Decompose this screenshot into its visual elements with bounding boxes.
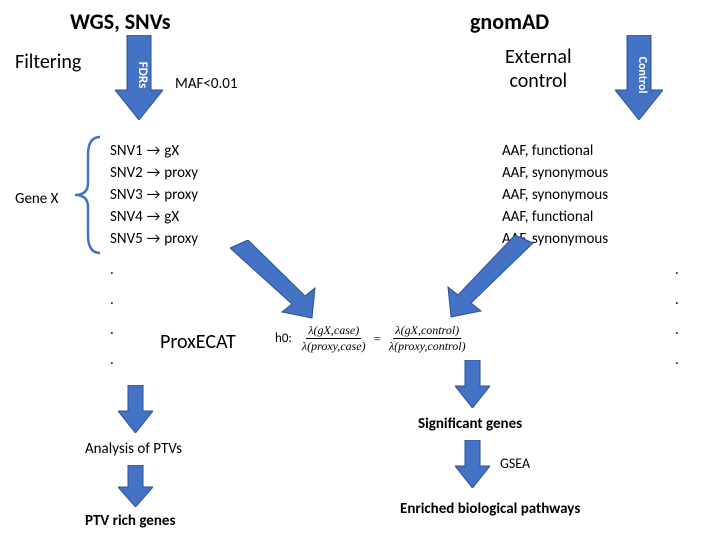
snv-row: SNV3→proxy bbox=[110, 184, 198, 206]
down-arrow-icon bbox=[455, 360, 490, 413]
proxecat-label: ProxECAT bbox=[160, 330, 236, 354]
filtering-label: Filtering bbox=[15, 50, 81, 74]
snv-list: SNV1→gX SNV2→proxy SNV3→proxy SNV4→gX SN… bbox=[110, 140, 198, 250]
h0-label: h0: bbox=[275, 331, 292, 346]
down-arrow-icon bbox=[118, 385, 153, 438]
diag-arrow-left bbox=[230, 240, 320, 325]
fdrs-text: FDRs bbox=[135, 62, 150, 89]
formula: h0: λ(gX,case) λ(proxy,case) = λ(gX,cont… bbox=[275, 323, 468, 354]
enriched-label: Enriched biological pathways bbox=[400, 500, 580, 518]
control-text: Control bbox=[635, 57, 649, 94]
snv-row: SNV1→gX bbox=[110, 140, 198, 162]
gsea-label: GSEA bbox=[500, 455, 530, 472]
analysis-ptv-label: Analysis of PTVs bbox=[85, 440, 182, 458]
aaf-list: AAF, functional AAF, synonymous AAF, syn… bbox=[502, 140, 608, 250]
snv-row: SNV4→gX bbox=[110, 206, 198, 228]
brace-icon bbox=[70, 135, 105, 260]
equals-sign: = bbox=[374, 331, 381, 347]
maf-label: MAF<0.01 bbox=[175, 75, 237, 93]
aaf-row: AAF, synonymous bbox=[502, 162, 608, 184]
sig-genes-label: Significant genes bbox=[418, 415, 522, 433]
heading-gnomad: gnomAD bbox=[470, 8, 549, 35]
diag-arrow-right bbox=[445, 235, 535, 325]
aaf-row: AAF, functional bbox=[502, 140, 608, 162]
fdrs-arrow: FDRs bbox=[115, 35, 163, 125]
dots-right: .... bbox=[675, 255, 679, 375]
snv-row: SNV2→proxy bbox=[110, 162, 198, 184]
down-arrow-icon bbox=[455, 440, 490, 493]
external-line2: control bbox=[509, 69, 567, 93]
heading-wgs: WGS, SNVs bbox=[70, 8, 170, 35]
gene-x-label: Gene X bbox=[15, 190, 58, 208]
down-arrow-icon bbox=[118, 465, 153, 512]
frac-left: λ(gX,case) λ(proxy,case) bbox=[300, 323, 368, 354]
aaf-row: AAF, functional bbox=[502, 206, 608, 228]
ptv-rich-label: PTV rich genes bbox=[85, 512, 175, 530]
external-line1: External bbox=[505, 45, 572, 69]
control-arrow: Control bbox=[615, 35, 663, 125]
dots-left: .... bbox=[110, 255, 114, 375]
frac-right: λ(gX,control) λ(proxy,control) bbox=[387, 323, 468, 354]
aaf-row: AAF, synonymous bbox=[502, 184, 608, 206]
external-control-label: External control bbox=[505, 45, 572, 93]
snv-row: SNV5→proxy bbox=[110, 228, 198, 250]
